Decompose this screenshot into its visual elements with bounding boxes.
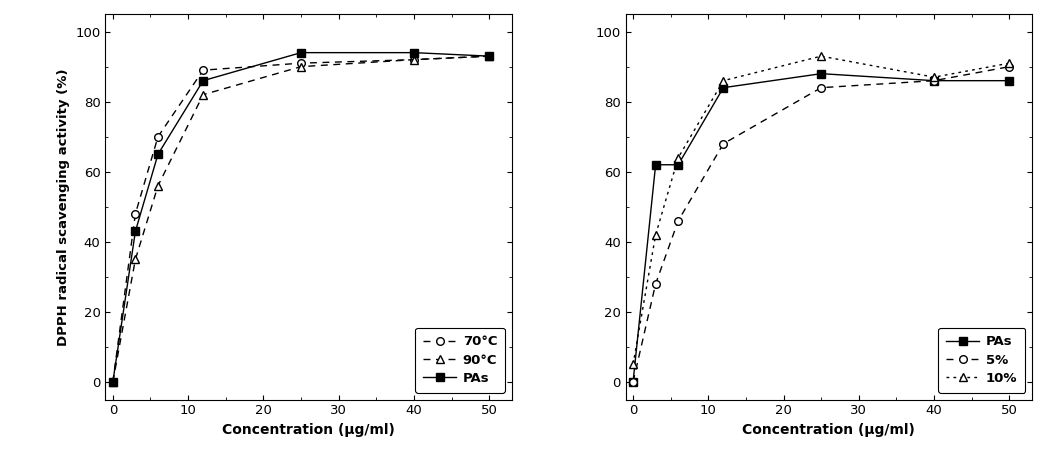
- PAs: [130, 228, 142, 234]
- 10%: [1004, 60, 1016, 66]
- 10%: [815, 53, 828, 59]
- X-axis label: Concentration (μg/ml): Concentration (μg/ml): [742, 423, 915, 437]
- Line: PAs: PAs: [630, 70, 1013, 386]
- 10%: [717, 78, 730, 84]
- 5%: [672, 218, 684, 224]
- PAs: [672, 162, 684, 168]
- 90°C: [130, 257, 142, 262]
- 90°C: [483, 53, 496, 59]
- Line: 5%: 5%: [630, 63, 1013, 386]
- 70°C: [295, 60, 307, 66]
- 5%: [650, 281, 662, 287]
- X-axis label: Concentration (μg/ml): Concentration (μg/ml): [222, 423, 395, 437]
- 70°C: [152, 134, 164, 140]
- 10%: [672, 155, 684, 161]
- Legend: 70°C, 90°C, PAs: 70°C, 90°C, PAs: [415, 328, 505, 393]
- 5%: [1004, 64, 1016, 70]
- Line: 90°C: 90°C: [110, 52, 493, 386]
- 5%: [717, 141, 730, 147]
- Legend: PAs, 5%, 10%: PAs, 5%, 10%: [938, 328, 1026, 393]
- PAs: [717, 85, 730, 91]
- 70°C: [408, 57, 420, 63]
- 70°C: [130, 211, 142, 217]
- 90°C: [197, 92, 210, 97]
- Y-axis label: DPPH radical scavenging activity (%): DPPH radical scavenging activity (%): [57, 68, 69, 345]
- PAs: [295, 50, 307, 55]
- PAs: [650, 162, 662, 168]
- 5%: [815, 85, 828, 91]
- 70°C: [483, 53, 496, 59]
- 90°C: [295, 64, 307, 70]
- Line: PAs: PAs: [110, 49, 493, 386]
- 90°C: [152, 183, 164, 188]
- PAs: [106, 379, 119, 385]
- 10%: [928, 74, 940, 80]
- 90°C: [408, 57, 420, 63]
- PAs: [483, 53, 496, 59]
- Line: 70°C: 70°C: [110, 52, 493, 386]
- 10%: [627, 361, 639, 367]
- PAs: [152, 151, 164, 157]
- Line: 10%: 10%: [630, 52, 1013, 368]
- PAs: [197, 78, 210, 84]
- PAs: [815, 71, 828, 77]
- 10%: [650, 232, 662, 238]
- PAs: [1004, 78, 1016, 84]
- 5%: [627, 379, 639, 385]
- PAs: [627, 379, 639, 385]
- 70°C: [197, 67, 210, 73]
- 90°C: [106, 379, 119, 385]
- PAs: [408, 50, 420, 55]
- 5%: [928, 78, 940, 84]
- PAs: [928, 78, 940, 84]
- 70°C: [106, 379, 119, 385]
